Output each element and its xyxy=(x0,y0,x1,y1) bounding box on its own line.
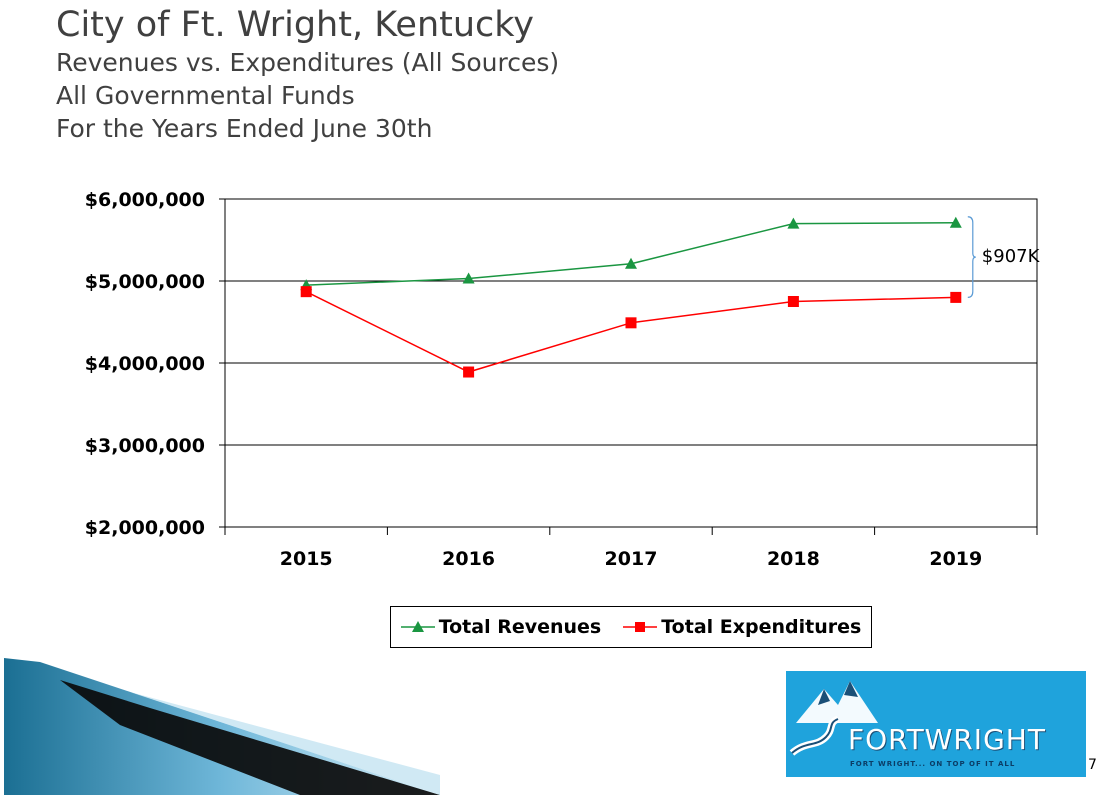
slide-subtitle-line-1: Revenues vs. Expenditures (All Sources) xyxy=(56,48,560,77)
legend-item-expenditures: Total Expenditures xyxy=(623,616,861,638)
x-tick-label: 2016 xyxy=(442,548,495,570)
logo-wordmark: FORTWRIGHT xyxy=(848,723,1046,756)
difference-bracket xyxy=(967,216,976,298)
data-point-revenues xyxy=(625,257,637,269)
data-point-expenditures xyxy=(463,366,475,378)
slide-subtitle-line-3: For the Years Ended June 30th xyxy=(56,114,433,143)
axis-layer: $2,000,000 $3,000,000 $4,000,000 $5,000,000… xyxy=(85,189,1038,570)
data-point-expenditures xyxy=(950,291,962,303)
legend-swatch-expenditures xyxy=(623,622,658,632)
slide-subtitle-line-2: All Governmental Funds xyxy=(56,81,355,110)
legend-label-expenditures: Total Expenditures xyxy=(661,616,862,638)
data-point-expenditures xyxy=(300,286,312,298)
data-point-expenditures xyxy=(625,317,637,329)
y-tick-label: $5,000,000 xyxy=(85,271,205,293)
logo-tagline: FORT WRIGHT... ON TOP OF IT ALL xyxy=(850,760,1016,768)
legend-swatch-revenues xyxy=(400,621,435,632)
y-tick-label: $6,000,000 xyxy=(85,189,205,211)
legend-label-revenues: Total Revenues xyxy=(438,616,602,638)
data-point-revenues xyxy=(949,216,962,228)
grid-layer xyxy=(224,198,1038,528)
y-tick-label: $2,000,000 xyxy=(85,517,205,539)
data-point-expenditures xyxy=(787,296,799,307)
data-point-revenues xyxy=(462,272,475,284)
series-line-total-revenues xyxy=(306,222,956,286)
x-tick-label: 2015 xyxy=(280,548,333,570)
series-line-total-expenditures xyxy=(305,290,956,373)
x-tick-label: 2018 xyxy=(767,548,820,570)
y-tick-label: $3,000,000 xyxy=(85,435,205,457)
difference-label: $907K xyxy=(982,246,1041,267)
decorative-swoosh xyxy=(4,658,440,795)
title-block: City of Ft. Wright, Kentucky Revenues vs… xyxy=(56,4,559,145)
y-tick-label: $4,000,000 xyxy=(85,353,205,375)
x-tick-label: 2017 xyxy=(605,548,658,570)
page-number: 7 xyxy=(1088,757,1097,773)
annotation-layer: $907K xyxy=(967,216,1041,298)
mountain-icon xyxy=(789,681,878,756)
revenue-expenditure-chart: $2,000,000 $3,000,000 $4,000,000 $5,000,000… xyxy=(85,189,1041,570)
city-logo: FORTWRIGHT FORT WRIGHT... ON TOP OF IT A… xyxy=(786,671,1086,777)
chart-legend: Total Revenues Total Expenditures xyxy=(390,606,872,648)
legend-item-revenues: Total Revenues xyxy=(400,616,602,638)
data-point-revenues xyxy=(787,217,800,229)
x-tick-label: 2019 xyxy=(929,548,982,570)
series-layer xyxy=(300,216,962,378)
slide-title: City of Ft. Wright, Kentucky xyxy=(56,5,535,45)
